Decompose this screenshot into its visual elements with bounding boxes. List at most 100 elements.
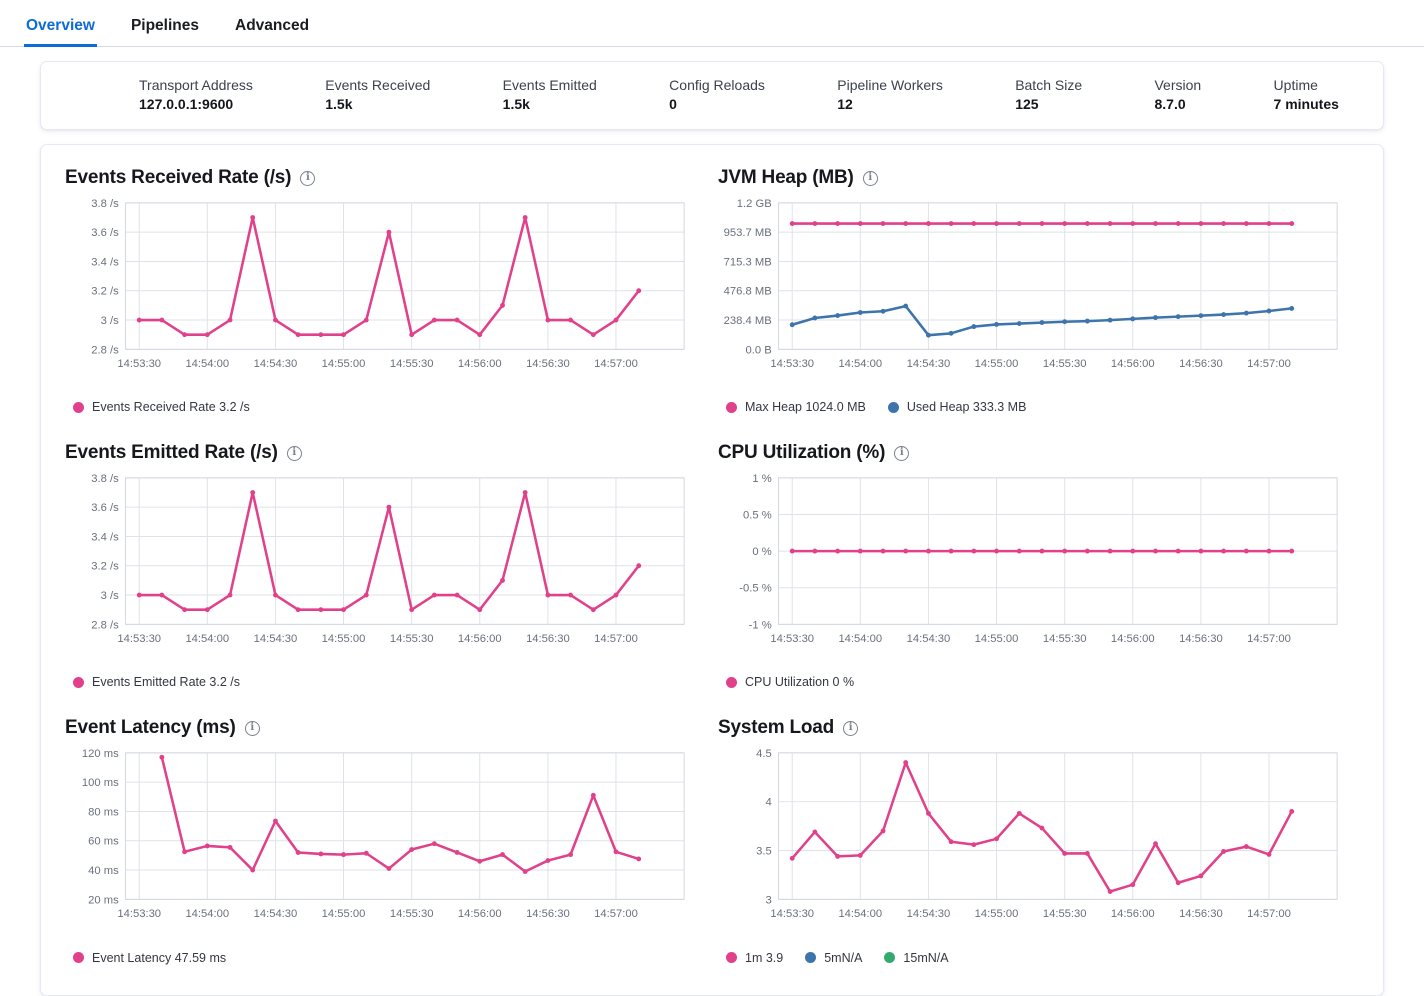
- legend-label: Events Received Rate 3.2 /s: [92, 400, 250, 415]
- legend-item[interactable]: Used Heap 333.3 MB: [887, 400, 1027, 415]
- chart-legend: Event Latency 47.59 ms: [65, 951, 690, 965]
- stat-config-reloads: Config Reloads 0: [669, 77, 765, 112]
- legend-dot-icon: [805, 952, 817, 964]
- legend-dot-icon: [726, 676, 737, 688]
- chart-title: CPU Utilization (%): [718, 442, 886, 464]
- stat-value: 8.7.0: [1154, 96, 1186, 112]
- legend-item[interactable]: Event Latency 47.59 ms: [73, 951, 226, 965]
- stat-events-received: Events Received 1.5k: [325, 77, 430, 112]
- stat-value: 12: [837, 96, 853, 112]
- legend-item[interactable]: CPU Utilization 0 %: [726, 675, 854, 689]
- chart-legend: 1m 3.9 5mN/A 15mN/A: [718, 951, 1343, 965]
- svg-text:14:57:00: 14:57:00: [594, 908, 638, 920]
- svg-text:14:55:30: 14:55:30: [1043, 633, 1087, 645]
- info-icon[interactable]: [286, 445, 302, 461]
- chart-events-emitted-rate: Events Emitted Rate (/s) 3.8 /s 3.6 /s 3.4…: [65, 442, 690, 689]
- legend-item[interactable]: Events Emitted Rate 3.2 /s: [73, 675, 240, 689]
- chart-title: JVM Heap (MB): [718, 167, 854, 188]
- info-icon[interactable]: [300, 170, 316, 186]
- svg-text:14:56:30: 14:56:30: [526, 358, 570, 370]
- chart-legend: CPU Utilization 0 %: [718, 675, 1343, 689]
- svg-text:715.3 MB: 715.3 MB: [724, 256, 772, 268]
- svg-text:3: 3: [765, 895, 771, 907]
- stat-label: Events Emitted: [502, 77, 597, 93]
- svg-text:14:53:30: 14:53:30: [770, 358, 814, 370]
- svg-text:14:56:00: 14:56:00: [1111, 358, 1155, 370]
- info-icon[interactable]: [862, 170, 878, 186]
- svg-text:3 /s: 3 /s: [101, 315, 119, 327]
- legend-label: 5mN/A: [824, 950, 863, 965]
- tab-overview[interactable]: Overview: [24, 15, 97, 47]
- svg-text:14:55:00: 14:55:00: [322, 908, 366, 920]
- legend-dot-icon: [726, 401, 737, 413]
- svg-text:14:54:00: 14:54:00: [838, 908, 882, 920]
- legend-dot-icon: [73, 676, 84, 688]
- legend-label: 15mN/A: [903, 950, 949, 965]
- chart-title: Events Emitted Rate (/s): [65, 442, 278, 464]
- svg-text:3.8 /s: 3.8 /s: [91, 198, 119, 210]
- svg-text:20 ms: 20 ms: [88, 895, 119, 907]
- svg-text:14:54:30: 14:54:30: [254, 633, 298, 645]
- stat-version: Version 8.7.0: [1154, 77, 1201, 112]
- info-icon[interactable]: [843, 720, 859, 736]
- event-latency-plot[interactable]: 120 ms 100 ms 80 ms 60 ms 40 ms 20 ms 14:53:30…: [65, 747, 690, 948]
- svg-text:14:54:30: 14:54:30: [907, 908, 951, 920]
- legend-label: Used Heap 333.3 MB: [906, 400, 1027, 415]
- stat-value: 125: [1015, 96, 1039, 112]
- svg-text:14:54:00: 14:54:00: [838, 358, 882, 370]
- stat-batch-size: Batch Size 125: [1015, 77, 1082, 112]
- events-received-rate-plot[interactable]: 3.8 /s 3.6 /s 3.4 /s 3.2 /s 3 /s 2.8 /s 14:53:…: [65, 197, 690, 398]
- jvm-heap-plot[interactable]: 1.2 GB 953.7 MB 715.3 MB 476.8 MB 238.4 MB 0.…: [718, 197, 1343, 398]
- stat-value: 1.5k: [502, 96, 530, 112]
- legend-item[interactable]: Max Heap 1024.0 MB: [726, 400, 866, 414]
- svg-text:238.4 MB: 238.4 MB: [724, 315, 772, 327]
- chart-event-latency: Event Latency (ms) 120 ms 100 ms 80 ms 60 m…: [65, 717, 690, 965]
- svg-text:14:57:00: 14:57:00: [1247, 908, 1291, 920]
- svg-text:14:56:00: 14:56:00: [458, 358, 502, 370]
- svg-text:476.8 MB: 476.8 MB: [724, 286, 772, 298]
- svg-text:14:55:00: 14:55:00: [322, 633, 366, 645]
- svg-text:14:54:00: 14:54:00: [838, 633, 882, 645]
- svg-text:14:53:30: 14:53:30: [117, 633, 161, 645]
- svg-text:14:55:30: 14:55:30: [390, 358, 434, 370]
- legend-item[interactable]: 5mN/A: [805, 951, 862, 965]
- svg-text:60 ms: 60 ms: [88, 836, 119, 848]
- svg-text:14:56:00: 14:56:00: [458, 908, 502, 920]
- legend-item[interactable]: 1m 3.9: [726, 951, 783, 965]
- stat-pipeline-workers: Pipeline Workers 12: [837, 77, 943, 112]
- svg-text:14:54:00: 14:54:00: [185, 908, 229, 920]
- stat-label: Events Received: [325, 77, 431, 93]
- stat-transport-address: Transport Address 127.0.0.1:9600: [139, 77, 253, 112]
- chart-jvm-heap: JVM Heap (MB) 1.2 GB 953.7 MB 715.3 MB 476.…: [718, 167, 1343, 414]
- stat-label: Transport Address: [139, 77, 253, 93]
- stat-value: 127.0.0.1:9600: [139, 96, 234, 112]
- info-icon[interactable]: [894, 445, 910, 461]
- svg-text:3.5: 3.5: [756, 846, 772, 858]
- svg-text:14:54:30: 14:54:30: [907, 633, 951, 645]
- svg-text:14:56:00: 14:56:00: [1111, 633, 1155, 645]
- info-icon[interactable]: [244, 720, 260, 736]
- cpu-utilization-plot[interactable]: 1 % 0.5 % 0 % -0.5 % -1 % 14:53:30 14:54:00 14:…: [718, 472, 1343, 673]
- legend-item[interactable]: Events Received Rate 3.2 /s: [73, 400, 250, 414]
- tab-bar: Overview Pipelines Advanced: [0, 0, 1424, 47]
- svg-text:3.4 /s: 3.4 /s: [91, 256, 119, 268]
- svg-text:3.2 /s: 3.2 /s: [91, 561, 119, 573]
- svg-text:14:55:00: 14:55:00: [322, 358, 366, 370]
- svg-text:14:56:30: 14:56:30: [1179, 358, 1223, 370]
- tab-pipelines[interactable]: Pipelines: [129, 15, 201, 47]
- chart-events-received-rate: Events Received Rate (/s) 3.8 /s3.6 /s3.…: [65, 167, 690, 414]
- stat-value: 0: [669, 96, 677, 112]
- svg-text:14:56:30: 14:56:30: [1179, 633, 1223, 645]
- tab-advanced[interactable]: Advanced: [233, 15, 311, 47]
- svg-text:14:55:30: 14:55:30: [1043, 358, 1087, 370]
- stat-events-emitted: Events Emitted 1.5k: [503, 77, 597, 112]
- system-load-plot[interactable]: 4.5 4 3.5 3 14:53:30 14:54:00 14:54:30 14:55:00…: [718, 747, 1343, 948]
- events-emitted-rate-plot[interactable]: 3.8 /s 3.6 /s 3.4 /s 3.2 /s 3 /s 2.8 /s 14:53:…: [65, 472, 690, 673]
- svg-text:14:56:30: 14:56:30: [1179, 908, 1223, 920]
- svg-text:14:57:00: 14:57:00: [594, 633, 638, 645]
- svg-text:14:57:00: 14:57:00: [594, 358, 638, 370]
- svg-text:1 %: 1 %: [752, 473, 771, 485]
- legend-item[interactable]: 15mN/A: [884, 950, 949, 965]
- stat-label: Pipeline Workers: [837, 77, 943, 93]
- chart-title: Event Latency (ms): [65, 717, 236, 739]
